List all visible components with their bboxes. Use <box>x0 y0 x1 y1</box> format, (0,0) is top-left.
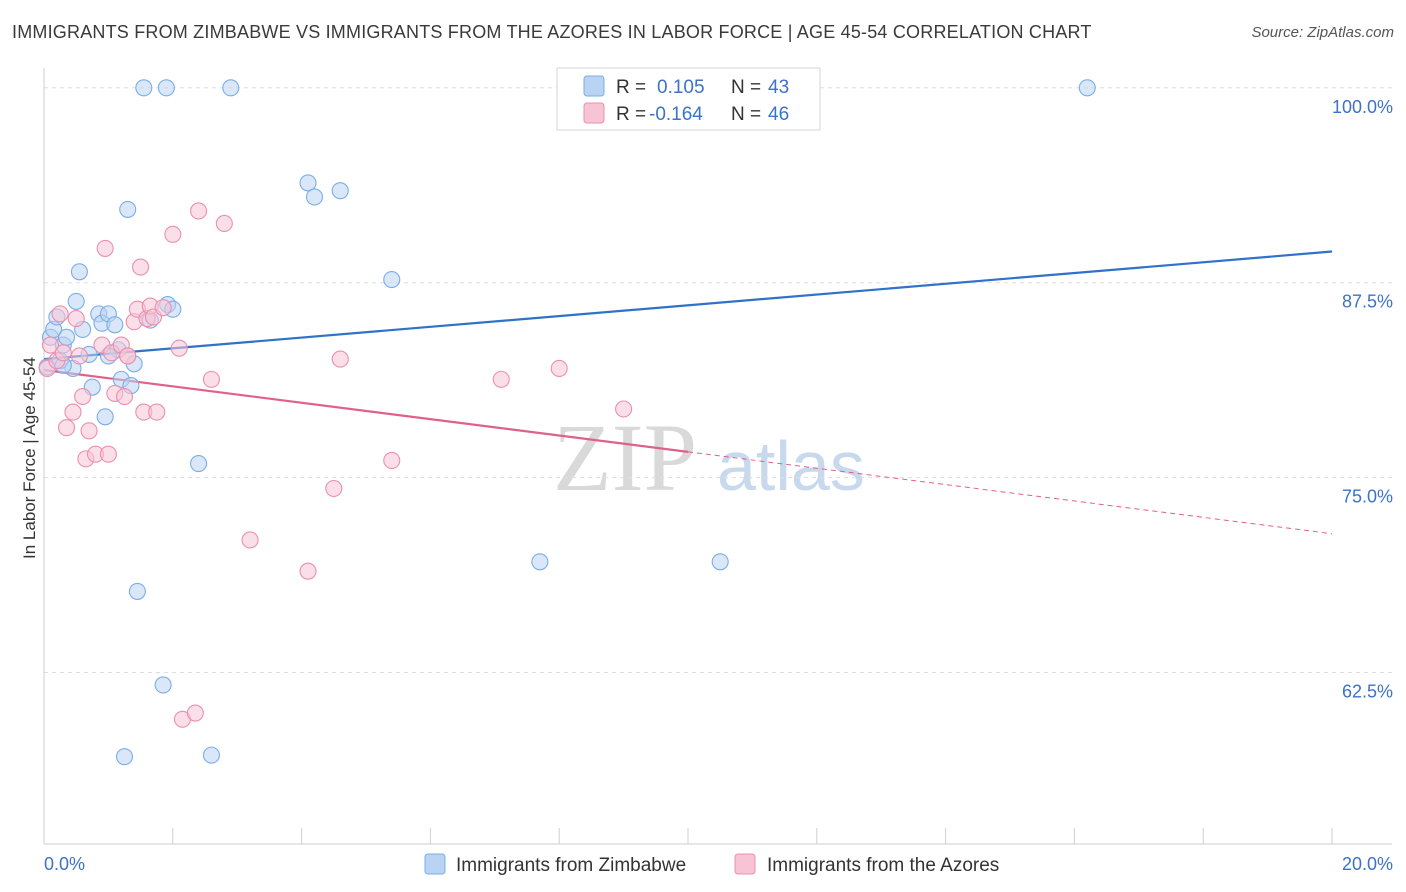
point-zimbabwe <box>157 79 175 97</box>
point-zimbabwe <box>96 408 114 426</box>
bottom-legend-swatch-azores <box>734 853 756 875</box>
legend-swatch-zimbabwe <box>583 75 605 97</box>
point-azores <box>148 403 166 421</box>
chart-source: Source: ZipAtlas.com <box>1251 24 1394 41</box>
y-tick-labels: 62.5% 75.0% 87.5% 100.0% <box>1332 97 1393 702</box>
y-tick-label: 100.0% <box>1332 97 1393 117</box>
point-zimbabwe <box>222 79 240 97</box>
point-azores <box>67 310 85 328</box>
point-azores <box>190 202 208 220</box>
data-points <box>38 79 1096 766</box>
bottom-legend-swatch-zimbabwe <box>424 853 446 875</box>
point-azores <box>325 479 343 498</box>
legend-n-value-azores: 46 <box>768 104 789 125</box>
x-tick-label: 0.0% <box>44 854 85 874</box>
point-zimbabwe <box>57 328 76 346</box>
point-azores <box>331 350 349 368</box>
point-azores <box>132 258 150 276</box>
trend-line-azores <box>43 368 689 453</box>
y-axis-label: In Labor Force | Age 45-54 <box>20 357 39 559</box>
gridlines <box>44 87 1392 673</box>
chart-title: IMMIGRANTS FROM ZIMBABWE VS IMMIGRANTS F… <box>12 22 1092 42</box>
x-tick-label: 20.0% <box>1342 854 1393 874</box>
point-azores <box>74 387 92 406</box>
point-azores <box>241 531 259 549</box>
point-azores <box>54 344 72 362</box>
point-azores <box>41 336 59 354</box>
point-zimbabwe <box>67 292 85 310</box>
legend-r-value-zimbabwe: 0.105 <box>657 77 705 98</box>
point-zimbabwe <box>531 553 549 571</box>
point-azores <box>119 347 137 365</box>
point-azores <box>57 419 76 437</box>
point-azores <box>615 400 633 418</box>
point-zimbabwe <box>154 676 172 694</box>
point-azores <box>70 347 88 365</box>
axes <box>43 68 1392 845</box>
point-zimbabwe <box>70 263 88 281</box>
point-azores <box>492 370 510 388</box>
point-azores <box>64 403 82 421</box>
point-zimbabwe <box>115 748 134 766</box>
point-azores <box>96 239 114 257</box>
legend: R = 0.105 N = 43 R = -0.164 N = 46 <box>556 67 821 131</box>
point-zimbabwe <box>128 582 146 600</box>
trend-lines <box>43 250 1333 535</box>
point-azores <box>115 387 134 406</box>
point-zimbabwe <box>135 79 153 97</box>
y-tick-label: 62.5% <box>1342 681 1393 701</box>
bottom-legend-label-azores: Immigrants from the Azores <box>767 855 999 876</box>
point-azores <box>80 422 98 440</box>
point-zimbabwe <box>299 174 317 192</box>
watermark-atlas: atlas <box>717 427 865 505</box>
x-tick-labels: 0.0% 20.0% <box>44 854 1393 874</box>
point-azores <box>51 305 69 323</box>
watermark-zip: ZIP <box>553 404 697 511</box>
trend-line-azores-dashed <box>687 451 1333 535</box>
point-azores <box>215 214 233 232</box>
point-azores <box>164 225 182 243</box>
legend-r-label-zimbabwe: R = <box>616 77 646 98</box>
trend-line-zimbabwe <box>43 250 1333 361</box>
point-azores <box>550 359 568 377</box>
bottom-legend: Immigrants from Zimbabwe Immigrants from… <box>424 853 999 876</box>
point-zimbabwe <box>305 188 324 206</box>
legend-r-value-azores: -0.164 <box>649 104 703 125</box>
legend-r-label-azores: R = <box>616 104 646 125</box>
point-zimbabwe <box>202 746 220 764</box>
legend-n-label-zimbabwe: N = <box>731 77 761 98</box>
point-zimbabwe <box>383 271 401 289</box>
point-azores <box>99 445 117 463</box>
point-zimbabwe <box>711 553 729 571</box>
point-zimbabwe <box>106 316 124 334</box>
legend-n-value-zimbabwe: 43 <box>768 77 789 98</box>
point-azores <box>154 299 172 317</box>
legend-swatch-azores <box>583 102 605 124</box>
point-azores <box>170 339 188 357</box>
point-zimbabwe <box>1078 79 1096 97</box>
point-azores <box>299 562 317 580</box>
point-zimbabwe <box>331 182 349 200</box>
bottom-legend-label-zimbabwe: Immigrants from Zimbabwe <box>456 855 686 876</box>
point-azores <box>202 370 220 388</box>
point-azores <box>186 704 204 722</box>
legend-n-label-azores: N = <box>731 104 761 125</box>
point-zimbabwe <box>190 455 208 473</box>
y-tick-label: 87.5% <box>1342 292 1393 312</box>
point-azores <box>383 451 401 469</box>
y-tick-label: 75.0% <box>1342 487 1393 507</box>
point-zimbabwe <box>119 200 137 218</box>
